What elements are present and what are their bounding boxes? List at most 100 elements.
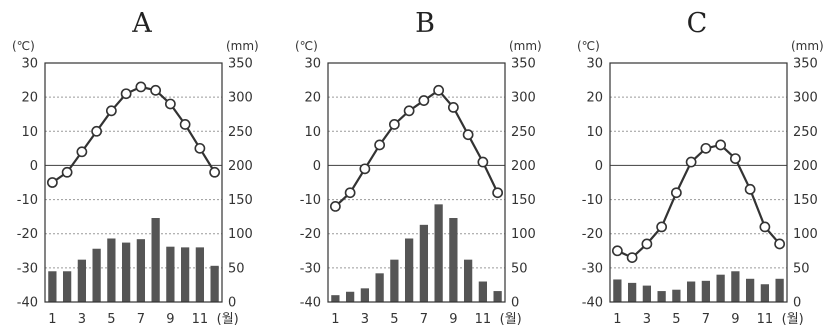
chart-b-temp-tick-label: -40 (300, 296, 321, 311)
chart-c-precip-bar (760, 284, 770, 302)
chart-b-temp-tick-label: 30 (304, 57, 321, 72)
chart-b-temp-tick-label: 10 (304, 125, 321, 140)
chart-a-precip-bar (166, 246, 175, 302)
chart-a-precip-tick-label: 300 (228, 91, 253, 106)
chart-b-precip-bar (390, 259, 399, 302)
chart-c-temp-line (616, 143, 781, 259)
chart-a-temp-point (46, 177, 58, 188)
chart-c-precip-tick-label: 50 (793, 261, 810, 276)
chart-a-precip-bar (180, 247, 190, 302)
chart-b-precip-tick-label: 100 (511, 227, 536, 242)
chart-b-plot-frame (327, 62, 506, 303)
chart-c-precip-bar (613, 279, 622, 302)
chart-c-temp-tick-label: -40 (582, 296, 603, 311)
chart-b-title: B (415, 8, 435, 39)
chart-a-precip-bar (48, 271, 57, 302)
chart-a-precip-bar (107, 238, 116, 302)
chart-a-precip-bar (121, 242, 131, 302)
chart-b-precip-tick-label: 0 (511, 296, 519, 311)
chart-c-title: C (687, 8, 708, 39)
chart-a-precip-bar (136, 239, 146, 302)
chart-b-precip-tick-label: 200 (511, 159, 536, 174)
chart-b-temp-point (344, 187, 356, 199)
chart-a-precip-bar (151, 218, 160, 302)
chart-a-precip-tick-label: 150 (228, 193, 253, 208)
chart-b-temp-tick-label: -10 (300, 193, 321, 208)
chart-b-temp-point (492, 187, 504, 199)
chart-a-precip-tick-label: 250 (228, 125, 253, 140)
chart-c-temp-point (759, 221, 771, 233)
chart-c-precip-tick-label: 250 (793, 125, 818, 140)
chart-a-temp-point (150, 84, 162, 96)
chart-c-month-tick-label: 9 (731, 312, 739, 327)
chart-a-temp-tick-label: 10 (21, 125, 38, 140)
chart-a-precip-tick-label: 350 (228, 57, 253, 72)
chart-a-temp-point (164, 98, 176, 110)
chart-a-precip-bar (62, 271, 72, 302)
chart-b-temp-tick-label: -20 (300, 227, 321, 242)
chart-c-precip-tick-label: 200 (793, 159, 818, 174)
chart-c-temp-point (729, 153, 741, 164)
chart-a-temp-point (194, 142, 206, 154)
chart-b-precip-bar (449, 218, 458, 302)
chart-a-month-tick-label: 1 (48, 312, 56, 327)
chart-b-month-tick-label: 3 (361, 312, 369, 327)
chart-c-month-tick-label: 5 (672, 312, 680, 327)
chart-b-precip-tick-label: 350 (511, 57, 536, 72)
chart-b-precip-bar (331, 295, 340, 302)
chart-c-month-tick-label: 1 (613, 312, 621, 327)
chart-a-temp-tick-label: -40 (17, 296, 38, 311)
chart-b-month-tick-label: 11 (475, 312, 492, 327)
chart-c-precip-bar (686, 281, 696, 302)
chart-b-precip-bar (404, 238, 414, 302)
chart-c-temp-tick-label: -30 (582, 261, 603, 276)
chart-c-temp-point (656, 221, 668, 233)
chart-a-temp-tick-label: -10 (17, 193, 38, 208)
chart-c-precip-unit: (mm) (791, 39, 824, 53)
chart-c-temp-tick-label: -10 (582, 193, 603, 208)
chart-b-month-tick-label: 9 (449, 312, 457, 327)
chart-a-month-tick-label: 11 (192, 312, 209, 327)
chart-b-precip-tick-label: 50 (511, 261, 528, 276)
chart-b-precip-bar (360, 288, 370, 302)
chart-b-temp-point (447, 101, 459, 113)
chart-c-temp-point (700, 142, 712, 154)
chart-b-precip-bar (493, 291, 502, 302)
chart-c-temp-point (641, 238, 653, 250)
chart-a-precip-bar (195, 247, 205, 302)
chart-a-temp-line (51, 85, 216, 184)
chart-a-temp-tick-label: 30 (21, 57, 38, 72)
chart-c-temp-point (715, 139, 727, 151)
chart-b-precip-unit: (mm) (509, 39, 542, 53)
chart-a-temp-tick-label: 20 (21, 91, 38, 106)
chart-a-temp-point (61, 166, 73, 178)
chart-c-temp-point (744, 183, 756, 195)
chart-b-temp-point (462, 129, 474, 141)
chart-c-temp-point (670, 187, 682, 199)
chart-a-precip-tick-label: 100 (228, 227, 253, 242)
chart-b-temp-point (433, 84, 445, 96)
chart-b-temp-point (374, 139, 386, 151)
chart-c-temp-point (685, 156, 697, 168)
chart-a-precip-bar (92, 248, 101, 302)
chart-b-precip-tick-label: 250 (511, 125, 536, 140)
chart-c-precip-bar (775, 278, 784, 302)
chart-a-precip-tick-label: 50 (228, 261, 245, 276)
chart-b-precip-bar (463, 259, 473, 302)
chart-c-month-tick-label: 11 (757, 312, 774, 327)
chart-c-precip-bar (745, 278, 755, 302)
chart-a-temp-point (76, 146, 88, 158)
chart-b-month-tick-label: 1 (331, 312, 339, 327)
chart-a-precip-bar (210, 265, 219, 302)
chart-a-temp-tick-label: -20 (17, 227, 38, 242)
chart-a-temp-unit: (℃) (12, 39, 35, 53)
chart-a-temp-tick-label: -30 (17, 261, 38, 276)
chart-c-precip-tick-label: 300 (793, 91, 818, 106)
chart-a-temp-point (105, 105, 117, 117)
chart-c-precip-bar (731, 271, 740, 302)
chart-b-month-tick-label: 7 (420, 312, 428, 327)
chart-c-precip-bar (716, 274, 725, 302)
chart-b-month-unit: (월) (500, 312, 522, 327)
chart-a-precip-unit: (mm) (226, 39, 259, 53)
